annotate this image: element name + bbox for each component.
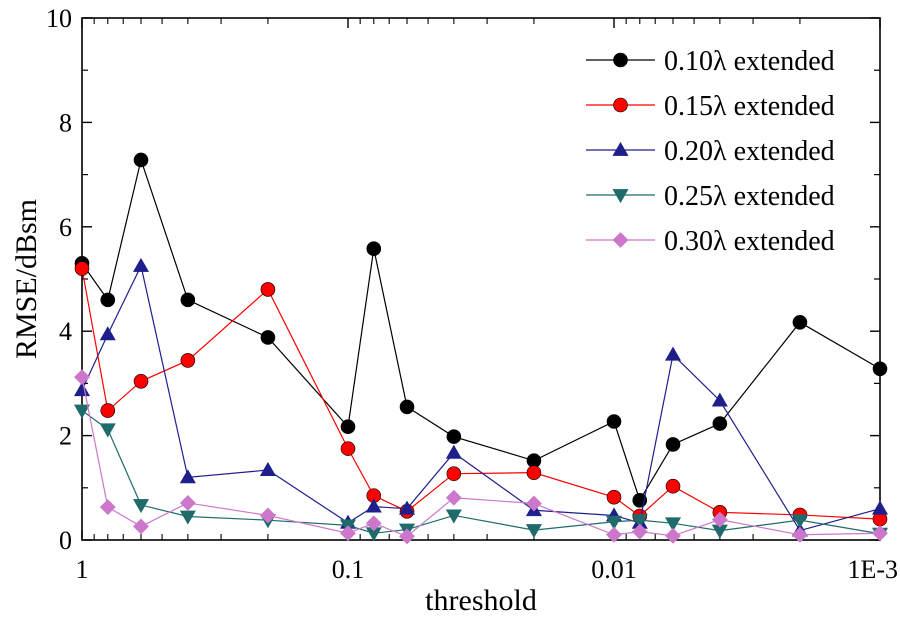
series-0 <box>74 152 888 508</box>
y-tick-label: 4 <box>59 317 72 346</box>
data-point <box>711 511 728 528</box>
data-point <box>606 489 622 505</box>
x-tick-label: 0.01 <box>591 555 637 584</box>
data-point <box>133 518 149 535</box>
data-point <box>100 403 116 418</box>
data-point <box>365 515 382 532</box>
series-layer <box>73 152 889 545</box>
data-point <box>791 514 808 529</box>
data-point <box>665 478 681 494</box>
data-point <box>180 292 196 308</box>
data-point <box>179 469 196 484</box>
data-point <box>446 466 462 482</box>
data-point <box>872 361 888 377</box>
series-line <box>81 377 881 538</box>
data-point <box>73 382 91 397</box>
y-tick-label: 10 <box>46 4 72 33</box>
data-point <box>792 315 808 330</box>
legend-entry: 0.30λ extended <box>586 226 835 257</box>
ticks-layer: 0 2 4 6 8 10 1 0.1 0.01 1E-3 <box>46 4 898 584</box>
data-point <box>73 404 91 419</box>
legend-label: 0.20λ extended <box>664 136 835 167</box>
series-line <box>81 157 881 502</box>
data-point <box>132 499 150 514</box>
legend-entry: 0.15λ extended <box>586 91 835 122</box>
data-point <box>525 524 542 539</box>
data-point <box>340 419 356 435</box>
data-point <box>664 517 682 532</box>
data-point <box>606 526 622 543</box>
y-tick-label: 0 <box>59 526 72 555</box>
legend-label: 0.25λ extended <box>664 181 835 212</box>
data-point <box>398 500 416 515</box>
data-point <box>399 399 415 415</box>
series-2 <box>73 257 889 537</box>
data-point <box>606 414 622 429</box>
series-line <box>81 410 881 535</box>
y-axis-label: RMSE/dBsm <box>10 199 43 359</box>
data-point <box>872 525 888 542</box>
data-point <box>631 523 648 540</box>
legend-marker <box>612 232 629 248</box>
data-point <box>180 353 196 368</box>
y-tick-label: 2 <box>59 422 72 451</box>
data-point <box>132 257 150 272</box>
legend-entry: 0.20λ extended <box>586 136 835 167</box>
data-point <box>340 525 356 542</box>
data-point <box>664 346 682 361</box>
data-point <box>445 489 462 506</box>
data-point <box>179 510 196 525</box>
data-point <box>260 282 276 297</box>
data-point <box>631 514 648 529</box>
legend-entry: 0.10λ extended <box>586 46 835 77</box>
data-point <box>446 429 462 444</box>
x-tick-label: 0.1 <box>332 555 365 584</box>
data-point <box>99 423 116 438</box>
legend-entry: 0.25λ extended <box>586 181 835 212</box>
data-point <box>712 416 728 431</box>
data-point <box>260 507 276 524</box>
data-point <box>526 495 542 512</box>
data-point <box>399 528 415 545</box>
data-point <box>665 437 681 452</box>
data-point <box>711 392 728 407</box>
x-axis-label: threshold <box>425 584 537 617</box>
legend-marker <box>612 189 629 204</box>
data-point <box>340 441 356 456</box>
series-line <box>81 264 881 532</box>
legend-label: 0.10λ extended <box>664 46 835 77</box>
legend-marker <box>613 97 628 113</box>
data-point <box>259 461 276 476</box>
data-point <box>133 374 149 389</box>
y-tick-label: 6 <box>59 213 72 242</box>
data-point <box>74 261 90 276</box>
data-point <box>74 369 90 386</box>
legend-marker <box>613 52 628 68</box>
data-point <box>99 499 116 516</box>
y-tick-label: 8 <box>59 108 72 137</box>
legend-label: 0.30λ extended <box>664 226 835 257</box>
data-point <box>445 509 462 524</box>
legend-label: 0.15λ extended <box>664 91 835 122</box>
data-point <box>365 498 382 513</box>
data-point <box>665 527 681 544</box>
legend-marker <box>612 141 629 156</box>
data-point <box>445 444 462 459</box>
data-point <box>99 326 116 341</box>
data-point <box>100 292 116 308</box>
data-point <box>792 526 808 543</box>
data-point <box>526 465 542 480</box>
series-4 <box>74 369 888 545</box>
legend: 0.10λ extended 0.15λ extended 0.20λ extend… <box>586 46 835 257</box>
x-tick-label: 1E-3 <box>847 555 898 584</box>
x-tick-label: 1 <box>76 555 89 584</box>
data-point <box>260 330 276 345</box>
data-point <box>133 152 149 168</box>
data-point <box>871 500 889 515</box>
data-point <box>366 241 382 257</box>
series-1 <box>74 261 888 527</box>
data-point <box>605 515 623 530</box>
data-point <box>179 495 196 511</box>
